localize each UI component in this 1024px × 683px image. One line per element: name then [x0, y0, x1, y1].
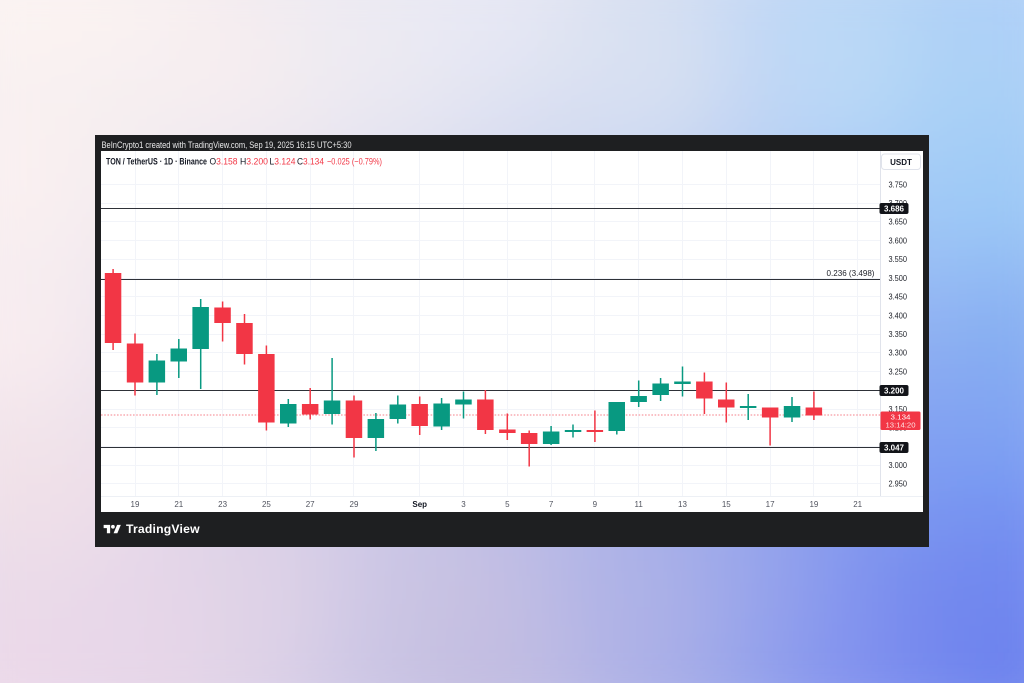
svg-text:27: 27 [306, 500, 315, 509]
svg-text:17: 17 [766, 500, 775, 509]
svg-text:3.200: 3.200 [884, 386, 905, 395]
svg-text:USDT: USDT [890, 158, 912, 167]
svg-text:3.500: 3.500 [889, 274, 908, 283]
svg-text:15: 15 [722, 500, 731, 509]
svg-text:3: 3 [461, 500, 466, 509]
svg-text:21: 21 [174, 500, 183, 509]
svg-text:7: 7 [549, 500, 554, 509]
svg-text:13:14:20: 13:14:20 [886, 420, 916, 429]
svg-text:23: 23 [218, 500, 227, 509]
svg-text:3.250: 3.250 [889, 368, 908, 377]
svg-text:3.350: 3.350 [889, 330, 908, 339]
svg-text:3.150: 3.150 [889, 405, 908, 414]
svg-text:3.650: 3.650 [889, 218, 908, 227]
svg-text:19: 19 [131, 500, 140, 509]
svg-text:TON / TetherUS · 1D · Binance: TON / TetherUS · 1D · Binance [106, 156, 207, 166]
svg-text:3.750: 3.750 [889, 180, 908, 189]
svg-text:19: 19 [809, 500, 818, 509]
svg-text:Sep: Sep [412, 500, 427, 509]
svg-text:3.550: 3.550 [889, 255, 908, 264]
svg-text:3.450: 3.450 [889, 293, 908, 302]
svg-text:C3.134: C3.134 [297, 156, 324, 166]
svg-text:H3.200: H3.200 [240, 156, 268, 166]
svg-text:O3.158: O3.158 [210, 156, 238, 166]
svg-text:3.047: 3.047 [884, 443, 905, 452]
svg-text:5: 5 [505, 500, 510, 509]
svg-text:21: 21 [853, 500, 862, 509]
svg-text:25: 25 [262, 500, 271, 509]
svg-text:11: 11 [635, 500, 644, 509]
svg-text:3.686: 3.686 [884, 204, 905, 213]
svg-text:13: 13 [678, 500, 687, 509]
svg-text:3.000: 3.000 [889, 461, 908, 470]
svg-text:3.134: 3.134 [891, 412, 911, 421]
svg-text:BeInCrypto1 created with Tradi: BeInCrypto1 created with TradingView.com… [102, 140, 352, 150]
svg-text:9: 9 [593, 500, 598, 509]
svg-text:3.300: 3.300 [889, 349, 908, 358]
svg-text:−0.025 (−0.79%): −0.025 (−0.79%) [327, 156, 382, 166]
svg-text:3.400: 3.400 [889, 311, 908, 320]
svg-text:L3.124: L3.124 [270, 156, 296, 166]
svg-text:0.236 (3.498): 0.236 (3.498) [827, 269, 875, 278]
svg-text:3.600: 3.600 [889, 236, 908, 245]
svg-text:2.950: 2.950 [889, 480, 908, 489]
svg-text:29: 29 [350, 500, 359, 509]
